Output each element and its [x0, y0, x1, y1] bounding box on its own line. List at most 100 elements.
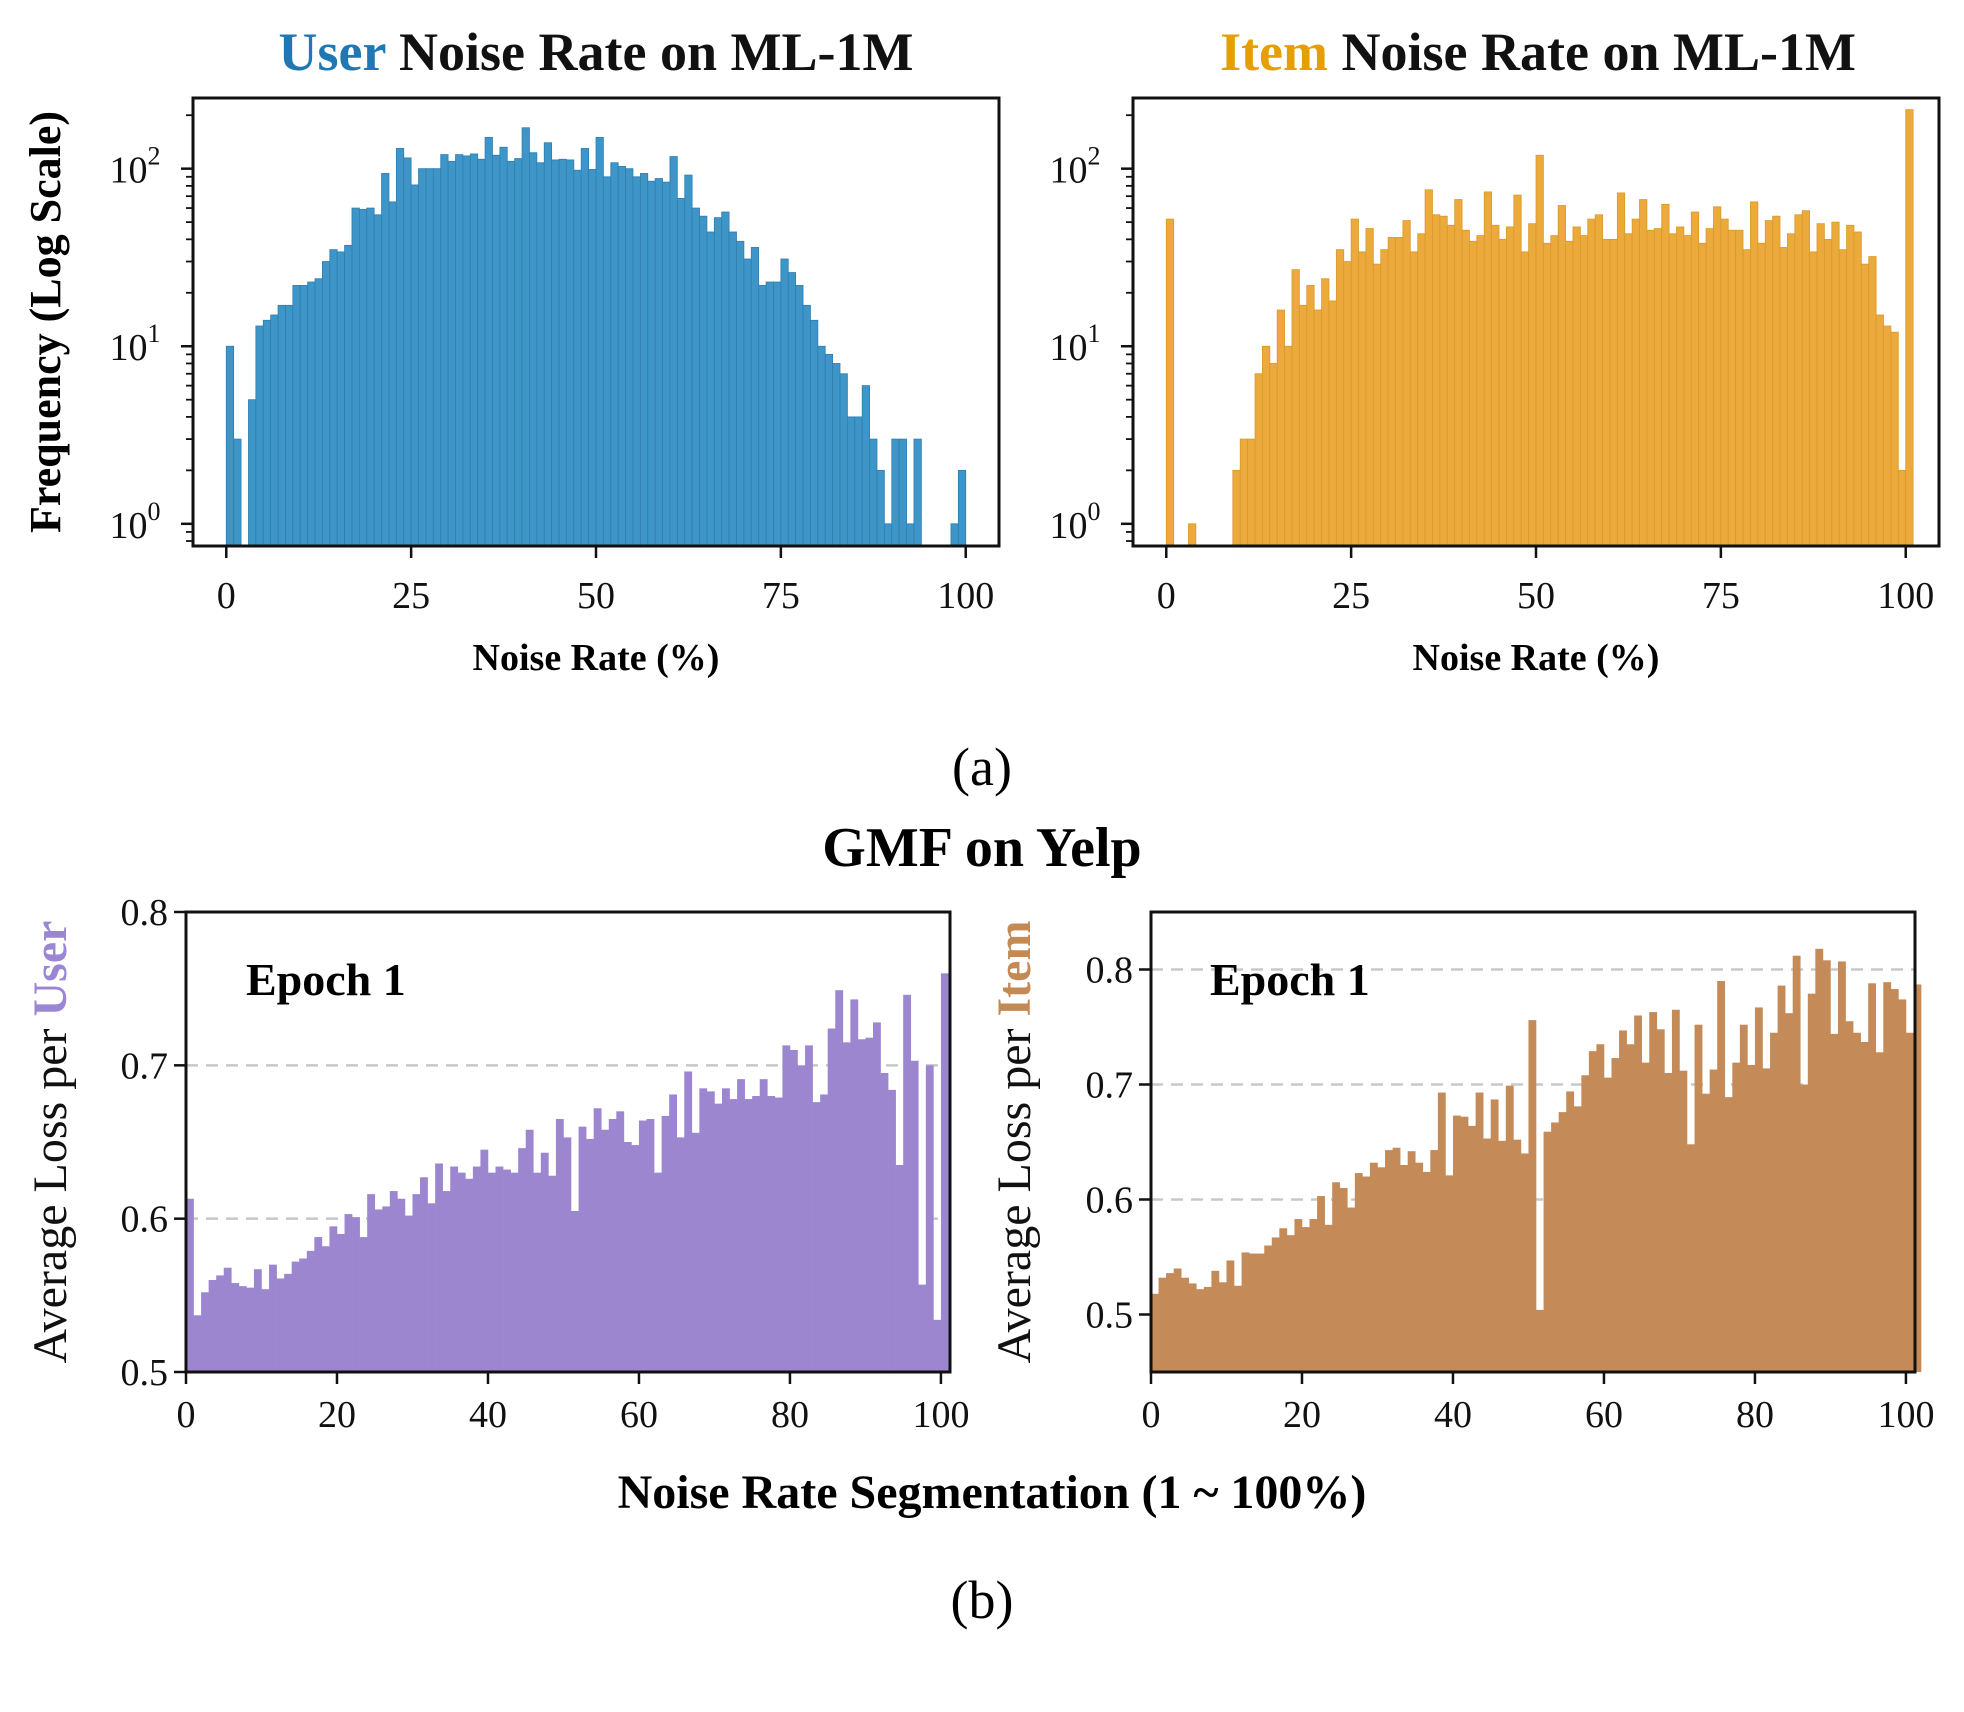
- histogram-bar: [1291, 269, 1300, 547]
- histogram-bar: [299, 285, 309, 547]
- loss-bar: [1830, 1033, 1839, 1372]
- loss-bar: [1490, 1099, 1499, 1372]
- loss-bar: [797, 1065, 806, 1372]
- histogram-bar: [662, 181, 671, 547]
- histogram-bar: [307, 281, 316, 547]
- histogram-bar: [492, 154, 501, 547]
- loss-bar: [1649, 1012, 1658, 1372]
- loss-bar: [352, 1217, 360, 1372]
- histogram-bar: [566, 159, 575, 547]
- histogram-bar: [1742, 249, 1751, 547]
- loss-bar: [321, 1246, 330, 1372]
- loss-bar: [1188, 1283, 1197, 1372]
- histogram-bar: [891, 438, 900, 547]
- loss-bar: [374, 1209, 383, 1372]
- x-tick-label: 0: [217, 575, 236, 617]
- loss-bar: [450, 1166, 459, 1372]
- loss-bar: [857, 1039, 866, 1372]
- loss-bar: [367, 1194, 376, 1372]
- loss-bar: [291, 1261, 300, 1372]
- loss-bar: [389, 1191, 398, 1372]
- histogram-bar: [1417, 233, 1426, 547]
- loss-bar: [1317, 1196, 1325, 1372]
- histogram-bar: [1579, 235, 1589, 547]
- histogram-bar: [410, 184, 419, 547]
- histogram-bar: [543, 142, 553, 547]
- user-noise-histogram: User Noise Rate on ML-1M 0 25 50 75 100 100 10…: [21, 22, 1001, 679]
- histogram-bar: [713, 217, 723, 547]
- histogram-bar: [647, 180, 656, 547]
- loss-bar: [1626, 1044, 1635, 1372]
- loss-bar: [344, 1214, 353, 1372]
- histogram-bar: [810, 319, 819, 547]
- loss-bar: [669, 1094, 678, 1372]
- histogram-bar: [336, 251, 345, 547]
- loss-bar: [223, 1267, 232, 1372]
- loss-bar: [1913, 984, 1922, 1372]
- histogram-bar: [262, 319, 272, 547]
- loss-bar: [1271, 1237, 1280, 1372]
- y-tick-label: 0.5: [1086, 1295, 1134, 1337]
- loss-bar: [1483, 1138, 1492, 1372]
- histogram-bar: [913, 438, 922, 547]
- loss-bar: [1279, 1228, 1288, 1372]
- loss-bar: [676, 1137, 685, 1372]
- histogram-bar: [1897, 469, 1907, 547]
- histogram-bar: [255, 325, 264, 547]
- item-loss-plot-frame: [1149, 910, 1917, 1374]
- loss-bar: [1845, 1021, 1854, 1372]
- loss-bar: [631, 1145, 640, 1372]
- loss-bar: [1800, 1084, 1809, 1372]
- histogram-bar: [1350, 218, 1359, 547]
- histogram-bar: [270, 314, 279, 547]
- histogram-bar: [699, 215, 708, 547]
- histogram-bar: [499, 146, 508, 547]
- histogram-bar: [1572, 226, 1581, 547]
- histogram-bar: [684, 174, 693, 547]
- loss-bar: [1875, 1052, 1884, 1372]
- loss-bar: [397, 1198, 406, 1372]
- histogram-bar: [1491, 224, 1500, 547]
- loss-bar: [623, 1142, 632, 1372]
- histogram-bar: [1372, 263, 1382, 547]
- loss-bar: [1226, 1260, 1235, 1372]
- item-noise-plot-frame: [1131, 96, 1941, 548]
- caption-b: (b): [951, 1570, 1014, 1630]
- loss-bar: [1430, 1150, 1439, 1372]
- histogram-bar: [602, 176, 612, 547]
- histogram-bar: [1335, 249, 1345, 547]
- histogram-bar: [1705, 228, 1714, 547]
- histogram-bar: [1476, 235, 1485, 547]
- loss-bar: [1777, 985, 1786, 1372]
- loss-bar: [548, 1175, 557, 1372]
- loss-bar: [722, 1088, 730, 1372]
- item-noise-title-rest: Noise Rate on ML-1M: [1328, 22, 1856, 82]
- loss-bar: [1860, 1041, 1869, 1372]
- loss-bar: [1437, 1092, 1446, 1372]
- histogram-bar: [1727, 229, 1737, 547]
- loss-bar: [752, 1096, 761, 1372]
- loss-bar: [1324, 1224, 1333, 1372]
- loss-bar: [1739, 1024, 1748, 1372]
- histogram-bar: [1875, 314, 1884, 547]
- histogram-bar: [957, 469, 967, 547]
- loss-bar: [457, 1172, 466, 1372]
- loss-bar: [1203, 1286, 1212, 1372]
- loss-bar: [646, 1119, 655, 1372]
- histogram-bar: [906, 523, 915, 547]
- loss-bar: [1634, 1015, 1643, 1372]
- histogram-bar: [381, 173, 390, 547]
- histogram-bar: [1188, 523, 1197, 547]
- loss-bar: [1362, 1176, 1371, 1372]
- loss-bar: [1754, 1007, 1763, 1372]
- histogram-bar: [1831, 221, 1840, 547]
- loss-bar: [578, 1126, 587, 1372]
- histogram-bar: [521, 127, 530, 547]
- loss-bar: [1520, 1153, 1529, 1372]
- loss-bar: [525, 1129, 534, 1372]
- loss-bar: [933, 1319, 942, 1372]
- loss-bar: [540, 1152, 549, 1372]
- loss-bar: [1785, 1013, 1793, 1372]
- user-loss-chart: 0 20 40 60 80 100 0.5 0.6 0.7 0.8 Epoch 1 Average…: [24, 892, 969, 1436]
- loss-bar: [465, 1178, 474, 1372]
